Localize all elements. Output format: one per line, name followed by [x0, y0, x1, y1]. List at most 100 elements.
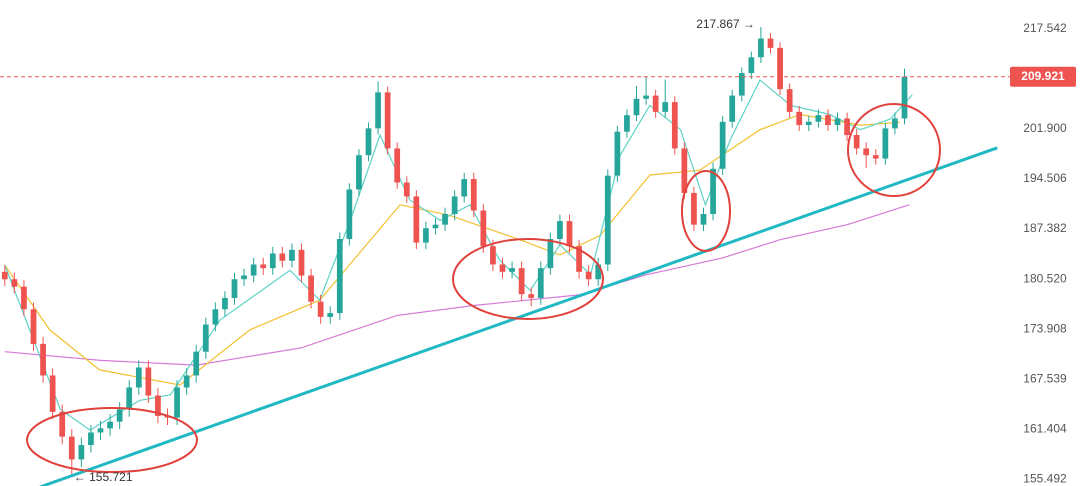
candle-body	[547, 238, 554, 269]
candle-body	[576, 246, 582, 272]
candle-body	[652, 95, 659, 112]
highlight-ring	[26, 407, 198, 473]
candle-body	[595, 264, 602, 280]
candle-body	[767, 38, 774, 48]
candle-body	[250, 264, 257, 276]
candle-body	[691, 192, 697, 225]
candle-body	[88, 432, 94, 446]
candle-body	[116, 409, 123, 422]
y-tick-label: 167.539	[1023, 371, 1067, 385]
y-tick-label: 161.404	[1023, 421, 1067, 435]
moving-average-line	[4, 204, 910, 366]
highlight-rings	[26, 103, 941, 473]
candle-body	[671, 102, 678, 149]
candle-body	[719, 121, 726, 169]
candle-body	[872, 155, 879, 159]
last-price-box	[1010, 66, 1076, 87]
candle-body	[461, 179, 468, 197]
candle-body	[260, 264, 267, 269]
candle-body	[729, 95, 736, 122]
candle-body	[777, 47, 783, 90]
candle-body	[30, 309, 37, 344]
candle-body	[834, 118, 841, 126]
candle-body	[892, 118, 898, 129]
candle-body	[11, 279, 18, 287]
y-tick-label: 194.506	[1023, 171, 1067, 185]
candle-body	[59, 411, 66, 437]
low-annotation: ← 155.721	[74, 470, 133, 484]
trend-line	[39, 146, 998, 486]
plot-area	[1, 27, 998, 486]
candle-body	[126, 387, 133, 410]
candle-body	[863, 148, 870, 156]
candle-body	[451, 196, 458, 215]
candle-body	[528, 294, 535, 298]
candle-body	[145, 367, 152, 396]
candle-body	[336, 238, 343, 314]
candle-body	[901, 76, 908, 119]
candle-body	[384, 92, 391, 149]
highlight-ring	[452, 238, 604, 320]
candle-body	[700, 214, 707, 225]
candle-body	[222, 297, 228, 310]
candle-body	[279, 253, 286, 261]
candle-body	[423, 228, 429, 243]
candle-body	[633, 98, 640, 116]
candle-body	[135, 367, 142, 388]
candle-body	[681, 148, 688, 193]
candle-body	[49, 375, 56, 412]
candle-body	[394, 148, 401, 183]
candle-body	[786, 89, 793, 112]
y-tick-label: 217.542	[1023, 21, 1067, 35]
candle-body	[499, 264, 506, 272]
candle-body	[825, 115, 831, 126]
candle-body	[183, 375, 190, 388]
candle-body	[738, 73, 745, 96]
candle-body	[413, 196, 420, 243]
y-tick-label: 180.520	[1023, 271, 1067, 285]
y-tick-label: 155.492	[1023, 471, 1067, 485]
candle-body	[853, 135, 860, 149]
candle-body	[710, 168, 716, 215]
candle-body	[432, 224, 439, 229]
candle-body	[643, 95, 649, 99]
candle-body	[805, 121, 812, 126]
candle-body	[470, 179, 477, 211]
candle-body	[490, 246, 496, 265]
candle-body	[78, 445, 85, 460]
candle-body	[40, 343, 46, 376]
candle-body	[585, 271, 592, 280]
candle-body	[614, 131, 621, 176]
candle-body	[97, 428, 104, 433]
high-annotation: 217.867 →	[696, 17, 755, 31]
candle-body	[758, 38, 764, 58]
candle-body	[308, 275, 314, 302]
highlight-ring	[847, 103, 941, 197]
candle-body	[662, 102, 669, 112]
candle-body	[1, 271, 8, 280]
candle-body	[327, 313, 334, 317]
y-tick-label: 173.908	[1023, 321, 1067, 335]
candle-body	[882, 128, 889, 159]
candle-body	[557, 221, 563, 239]
candle-body	[155, 395, 161, 416]
candle-body	[566, 221, 573, 247]
candle-body	[604, 175, 611, 265]
candle-body	[298, 249, 305, 276]
candle-body	[537, 268, 544, 298]
candle-body	[107, 421, 113, 429]
candle-body	[403, 182, 410, 197]
candle-body	[231, 279, 238, 298]
candle-body	[365, 128, 372, 156]
candle-body	[202, 324, 209, 352]
candle-body	[509, 268, 515, 272]
last-price-label: 209.921	[1021, 69, 1065, 83]
candle-body	[289, 249, 295, 261]
candle-body	[356, 155, 362, 190]
candle-body	[815, 115, 822, 122]
candle-body	[624, 115, 630, 132]
candle-body	[844, 118, 850, 136]
y-tick-label: 201.900	[1023, 121, 1067, 135]
